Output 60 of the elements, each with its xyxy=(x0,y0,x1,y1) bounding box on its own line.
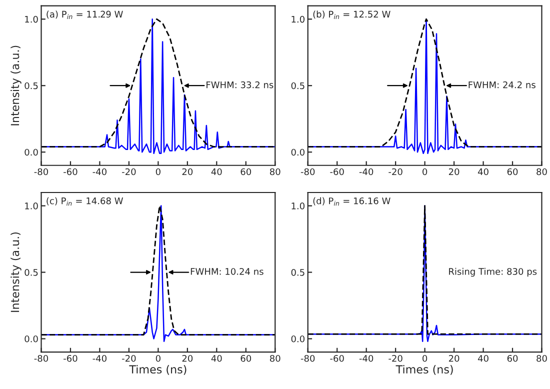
x-tick-label: 40 xyxy=(478,354,488,362)
x-tick-label: 40 xyxy=(478,168,488,176)
x-tick-label: 0 xyxy=(422,354,428,362)
x-tick-label: -80 xyxy=(300,168,315,176)
x-tick-label: 80 xyxy=(536,168,547,176)
x-tick-label: 20 xyxy=(448,354,460,362)
y-tick-label: 1.0 xyxy=(292,16,304,23)
x-tick-label: -20 xyxy=(122,354,136,362)
x-tick-label: 60 xyxy=(507,168,518,176)
x-axis-title: Times (ns) xyxy=(396,364,453,375)
y-axis-title: Intensity (a.u.) xyxy=(10,46,22,126)
x-tick-label: -20 xyxy=(122,168,136,176)
y-tick-label: 0.0 xyxy=(24,335,38,342)
x-tick-label: -40 xyxy=(359,168,374,176)
annotation: FWHM: 24.2 ns xyxy=(468,81,536,88)
x-tick-label: 40 xyxy=(211,354,222,362)
x-tick-label: -80 xyxy=(34,168,48,176)
x-tick-label: -60 xyxy=(330,168,344,176)
y-axis-title: Intensity (a.u.) xyxy=(10,232,22,312)
y-tick-label: 0.5 xyxy=(291,269,304,276)
annotation: Rising Time: 830 ps xyxy=(449,268,537,277)
x-tick-label: 60 xyxy=(240,168,252,176)
x-tick-label: 20 xyxy=(182,168,193,176)
x-tick-label: -80 xyxy=(34,354,48,362)
x-tick-label: 80 xyxy=(270,168,280,176)
y-tick-label: 1.0 xyxy=(292,202,304,210)
chart-title: (c) P$_{in}$ = 14.68 W xyxy=(46,197,123,206)
chart-title: (a) P$_{in}$ = 11.29 W xyxy=(46,10,123,19)
x-tick-label: 20 xyxy=(448,168,460,176)
chart-title: (b) P$_{in}$ = 12.52 W xyxy=(313,10,390,19)
x-axis-title: Times (ns) xyxy=(129,364,186,375)
annotation: FWHM: 33.2 ns xyxy=(206,81,274,88)
x-tick-label: -40 xyxy=(92,168,106,176)
x-tick-label: -40 xyxy=(92,354,106,362)
x-tick-label: 60 xyxy=(240,354,252,362)
x-tick-label: -20 xyxy=(388,354,402,362)
y-tick-label: 0.5 xyxy=(24,82,38,90)
x-tick-label: -60 xyxy=(64,354,78,362)
y-tick-label: 0.5 xyxy=(24,269,38,276)
y-tick-label: 1.0 xyxy=(25,16,38,23)
x-tick-label: -80 xyxy=(300,354,315,362)
x-tick-label: 0 xyxy=(422,168,428,176)
y-tick-label: 0.0 xyxy=(24,148,38,156)
x-tick-label: 80 xyxy=(536,354,547,362)
y-tick-label: 0.5 xyxy=(291,82,304,90)
y-tick-label: 0.0 xyxy=(291,148,304,156)
x-tick-label: -20 xyxy=(388,168,402,176)
x-tick-label: 80 xyxy=(270,354,280,362)
annotation: FWHM: 10.24 ns xyxy=(190,268,264,275)
y-tick-label: 1.0 xyxy=(25,202,38,210)
x-tick-label: 20 xyxy=(182,354,193,362)
x-tick-label: 0 xyxy=(156,168,160,176)
chart-title: (d) P$_{in}$ = 16.16 W xyxy=(313,197,390,206)
x-tick-label: 0 xyxy=(156,354,160,362)
x-tick-label: 60 xyxy=(507,354,518,362)
x-tick-label: -60 xyxy=(330,354,344,362)
x-tick-label: 40 xyxy=(211,168,222,176)
x-tick-label: -60 xyxy=(64,168,78,176)
x-tick-label: -40 xyxy=(359,354,374,362)
y-tick-label: 0.0 xyxy=(291,335,304,342)
